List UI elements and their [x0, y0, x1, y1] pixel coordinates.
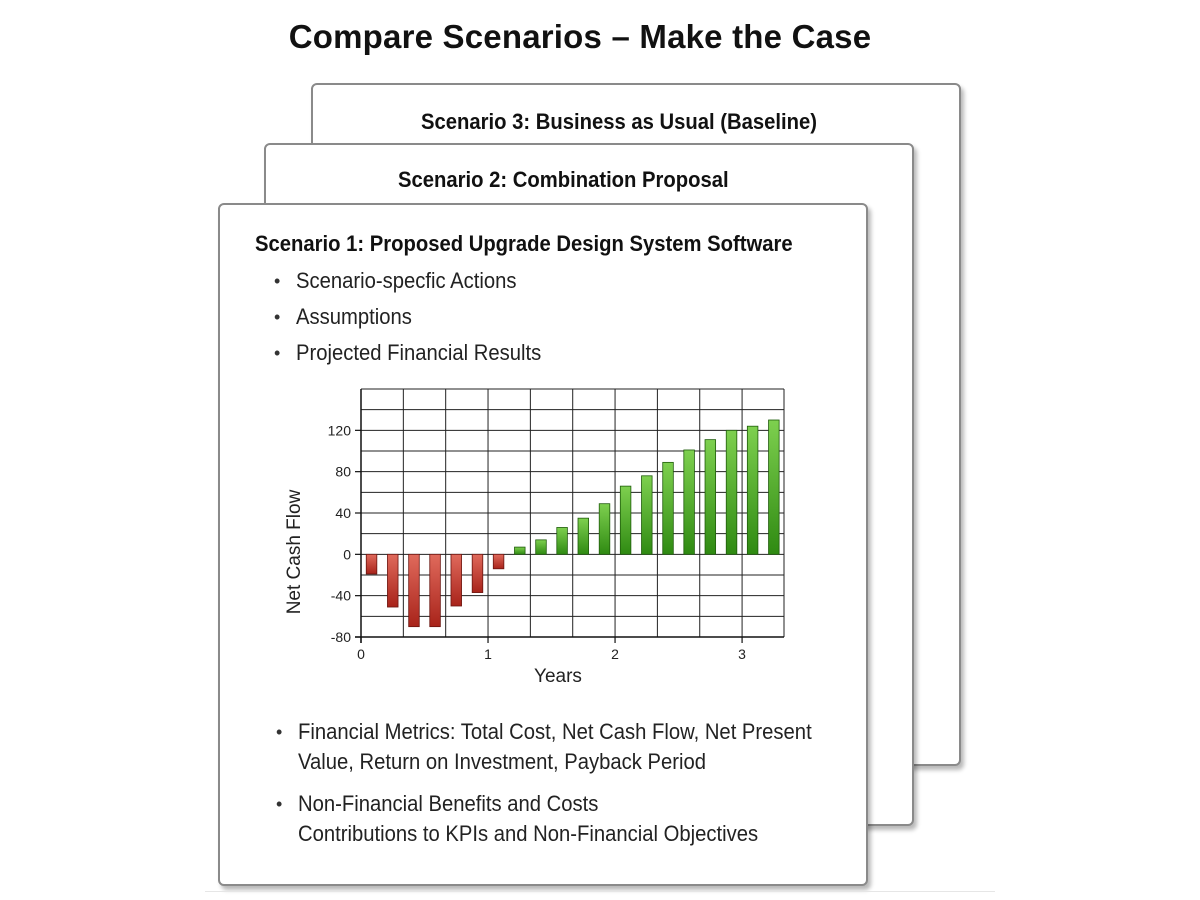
bullet-icon: •: [276, 794, 283, 814]
y-tick-label: 80: [335, 464, 351, 480]
page-title: Compare Scenarios – Make the Case: [288, 18, 872, 55]
chart-grid: [360, 388, 785, 638]
x-tick-label: 1: [484, 646, 492, 662]
scenario-1-title: Scenario 1: Proposed Upgrade Design Syst…: [255, 231, 793, 256]
x-tick-label: 0: [357, 646, 365, 662]
bullet-text: Scenario-specfic Actions: [296, 268, 517, 293]
chart-bar: [662, 461, 674, 555]
y-tick-label: 120: [328, 422, 352, 438]
x-axis-title: Years: [534, 666, 582, 687]
chart-bar: [535, 539, 547, 555]
chart-bar: [450, 553, 462, 607]
chart-bars: [365, 419, 780, 628]
bottom-divider: [205, 891, 995, 892]
scenario-2-title: Scenario 2: Combination Proposal: [398, 167, 729, 192]
x-tick-label: 3: [738, 646, 746, 662]
bullet-item: • Assumptions: [270, 299, 563, 335]
bullet-text: Assumptions: [296, 304, 412, 329]
y-tick-label: 40: [335, 505, 351, 521]
bullet-item: • Non-Financial Benefits and Costs Contr…: [270, 789, 856, 849]
chart-bar: [746, 425, 759, 555]
x-tick-label: 2: [611, 646, 619, 662]
chart-bar: [471, 553, 484, 593]
chart-bar: [429, 553, 441, 628]
bullet-item: • Projected Financial Results: [270, 335, 563, 371]
scenario-1-metrics: • Financial Metrics: Total Cost, Net Cas…: [270, 717, 856, 861]
chart-bar: [577, 517, 589, 555]
chart-bar: [683, 449, 695, 555]
chart-bar: [556, 527, 568, 555]
chart-bar: [768, 419, 780, 555]
bullet-icon: •: [274, 271, 281, 291]
bullet-text-line: Value, Return on Investment, Payback Per…: [298, 749, 707, 774]
chart-bar: [598, 503, 611, 555]
scenario-1-bullets: • Scenario-specfic Actions • Assumptions…: [270, 263, 563, 371]
chart-bar: [619, 485, 632, 555]
y-axis-title: Net Cash Flow: [284, 489, 305, 614]
chart-bar: [387, 553, 399, 608]
chart-bar: [704, 439, 717, 555]
y-tick-label: -80: [331, 629, 351, 645]
bullet-icon: •: [274, 343, 281, 363]
bullet-icon: •: [274, 307, 281, 327]
y-tick-label: -40: [331, 588, 351, 604]
net-cash-flow-chart: -80 -40 0 40 80 120 0 1 2 3 Years Net Cash Flow: [284, 388, 785, 687]
bullet-text-line: Financial Metrics: Total Cost, Net Cash …: [298, 719, 812, 744]
bullet-item: • Scenario-specfic Actions: [270, 263, 563, 299]
chart-bar: [408, 553, 420, 628]
chart-bar: [514, 546, 526, 555]
scenario-3-title: Scenario 3: Business as Usual (Baseline): [421, 109, 817, 134]
bullet-text-line: Contributions to KPIs and Non-Financial …: [298, 821, 759, 846]
chart-bar: [641, 475, 653, 555]
bullet-item: • Financial Metrics: Total Cost, Net Cas…: [270, 717, 856, 777]
chart-axes: -80 -40 0 40 80 120 0 1 2 3: [328, 389, 784, 662]
chart-bar: [365, 553, 378, 575]
y-tick-label: 0: [343, 546, 351, 562]
chart-bar: [725, 429, 738, 555]
bullet-text: Projected Financial Results: [296, 340, 542, 365]
chart-bar: [492, 553, 505, 570]
bullet-icon: •: [276, 722, 283, 742]
scenario-1-card: Scenario 1: Proposed Upgrade Design Syst…: [218, 203, 868, 886]
bullet-text-line: Non-Financial Benefits and Costs: [298, 791, 599, 816]
